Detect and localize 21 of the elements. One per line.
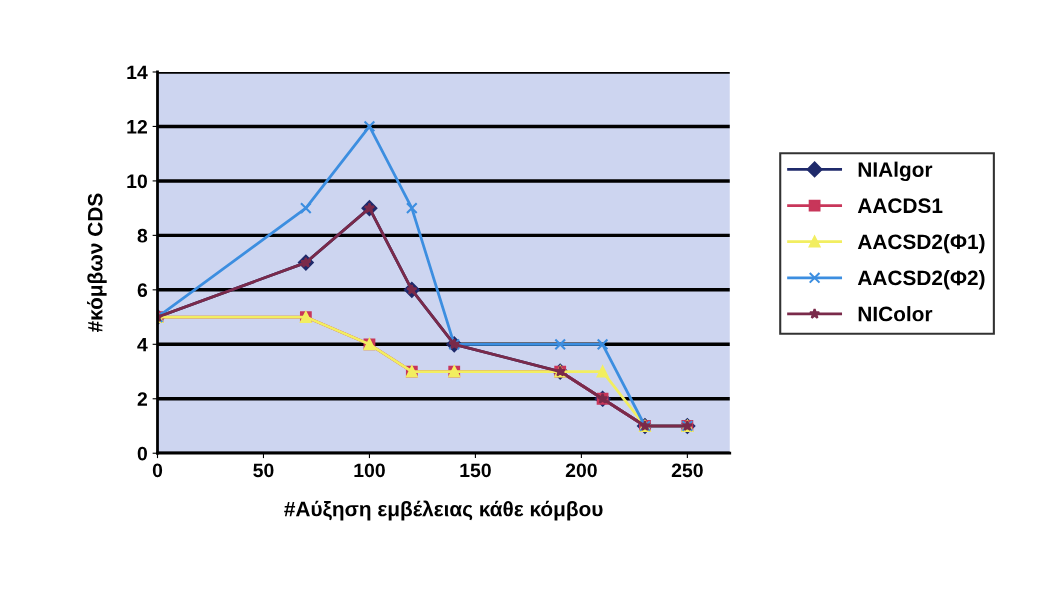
- y-tick-label: 12: [127, 119, 147, 134]
- x-tick-label: 200: [565, 463, 597, 478]
- x-tick-label: 100: [354, 463, 385, 478]
- x-axis-title: #Αύξηση εμβέλειας κάθε κόμβου: [284, 500, 603, 521]
- legend-label: AACDS1: [857, 198, 943, 214]
- y-tick-label: 0: [137, 446, 147, 461]
- x-tick-label: 150: [460, 463, 491, 478]
- y-tick-label: 14: [127, 65, 148, 80]
- x-tick-label: 50: [253, 463, 274, 478]
- y-tick-label: 6: [137, 283, 148, 298]
- legend-label: AACSD2(Φ2): [857, 269, 985, 290]
- y-tick-label: 10: [127, 174, 147, 189]
- y-tick-label: 8: [137, 228, 148, 243]
- legend-label: NIColor: [858, 306, 933, 322]
- y-tick-label: 4: [137, 337, 148, 352]
- x-tick-label: 0: [152, 463, 163, 478]
- legend-label: NIAlgor: [858, 161, 933, 182]
- y-axis-title: #κόμβων CDS: [87, 193, 107, 333]
- x-tick-label: 250: [671, 463, 703, 478]
- y-tick-label: 2: [137, 392, 147, 406]
- legend-label: AACSD2(Φ1): [857, 233, 985, 254]
